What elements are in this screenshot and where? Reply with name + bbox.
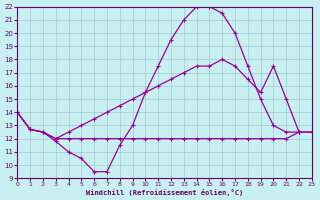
X-axis label: Windchill (Refroidissement éolien,°C): Windchill (Refroidissement éolien,°C) — [86, 189, 243, 196]
